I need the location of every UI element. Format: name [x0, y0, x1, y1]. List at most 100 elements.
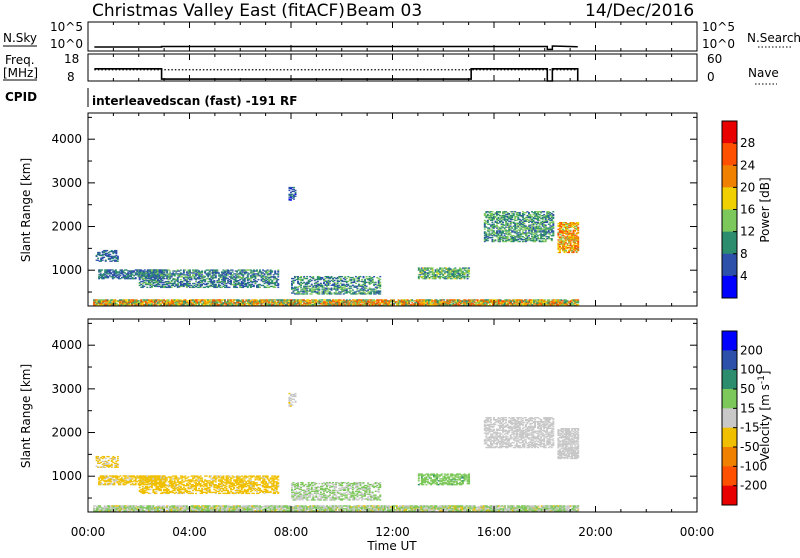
power-cell [219, 285, 221, 286]
power-cell [468, 267, 470, 268]
power-cell [379, 290, 381, 291]
power-cell [259, 269, 261, 270]
power-cell [454, 267, 456, 268]
power-cell [340, 278, 342, 279]
nsky-tick-lo: 10^0 [50, 37, 83, 51]
power-cell [99, 252, 101, 253]
power-cell [552, 211, 554, 212]
nsky-tick-hi: 10^5 [50, 20, 83, 34]
power-cell [355, 283, 357, 284]
power-cell [496, 225, 498, 226]
power-cell [321, 285, 323, 286]
date-label: 14/Dec/2016 [585, 1, 694, 21]
power-cell [366, 286, 368, 287]
power-heatmap [93, 187, 579, 307]
power-cell [552, 221, 554, 222]
power-cell [253, 285, 255, 286]
power-cell [164, 278, 166, 279]
power-cell [146, 287, 148, 288]
power-cell [115, 250, 117, 251]
power-cell [468, 273, 470, 274]
figure-title: Christmas Valley East (fitACF) [92, 1, 345, 21]
power-cell [215, 284, 217, 285]
power-cell [145, 272, 147, 273]
power-cell [218, 272, 220, 273]
power-cell [274, 287, 276, 288]
power-cell [548, 299, 550, 300]
power-cell [135, 277, 137, 278]
power-cell [184, 269, 186, 270]
power-cell [189, 283, 191, 284]
power-cell [318, 288, 320, 289]
power-cell [329, 283, 331, 284]
power-cell [101, 269, 103, 270]
power-cell [189, 281, 191, 282]
power-cell [300, 287, 302, 288]
power-cell [468, 269, 470, 270]
power-cell [484, 228, 486, 229]
power-cell [303, 276, 305, 277]
power-cell [548, 236, 550, 237]
power-cell [311, 293, 313, 294]
power-cell [97, 258, 99, 259]
power-cell [226, 285, 228, 286]
power-cell [232, 269, 234, 270]
cpid-label: CPID [5, 90, 37, 104]
power-cell [256, 269, 258, 270]
power-cell [352, 289, 354, 290]
power-cell [491, 222, 493, 223]
power-cell [277, 269, 279, 270]
freq-label-1: Freq. [5, 53, 35, 67]
power-cell [119, 275, 121, 276]
power-cell [151, 269, 153, 270]
power-cell [236, 287, 238, 288]
power-cell [507, 236, 509, 237]
power-cell [311, 280, 313, 281]
power-cell [189, 269, 191, 270]
power-cell [143, 286, 145, 287]
power-cell [495, 239, 497, 240]
power-cell [488, 231, 490, 232]
power-cell [379, 293, 381, 294]
nsearch-label: N.Search [747, 31, 800, 45]
freq-tick-top: 18 [64, 52, 79, 66]
power-cell [544, 299, 546, 300]
freq-label-2: [MHz] [3, 66, 38, 80]
power-cell [533, 220, 535, 221]
power-cell [346, 278, 348, 279]
power-cell [347, 284, 349, 285]
power-cell [519, 212, 521, 213]
power-cell [525, 230, 527, 231]
power-cell [393, 299, 395, 300]
power-cell [517, 217, 519, 218]
power-cell [115, 269, 117, 270]
power-cell [334, 282, 336, 283]
power-cell [277, 273, 279, 274]
power-cell [502, 222, 504, 223]
power-cell [530, 214, 532, 215]
power-cell [259, 287, 261, 288]
power-cell [321, 277, 323, 278]
power-cell [493, 224, 495, 225]
power-cell [361, 279, 363, 280]
power-cell [356, 287, 358, 288]
power-cell [344, 276, 346, 277]
power-cell [106, 250, 108, 251]
power-cell [213, 280, 215, 281]
power-cell [201, 270, 203, 271]
nsearch-tick-hi: 10^5 [702, 20, 735, 34]
power-cell [117, 256, 119, 257]
power-cell [306, 293, 308, 294]
nsky-series-line [94, 46, 577, 49]
power-cell [350, 287, 352, 288]
power-cell [229, 287, 231, 288]
power-cell [271, 270, 273, 271]
power-cell [168, 299, 170, 300]
power-cell [508, 213, 510, 214]
power-cell [277, 279, 279, 280]
power-cell [297, 288, 299, 289]
power-cell [363, 276, 365, 277]
power-cell [256, 281, 258, 282]
power-cell [207, 283, 209, 284]
